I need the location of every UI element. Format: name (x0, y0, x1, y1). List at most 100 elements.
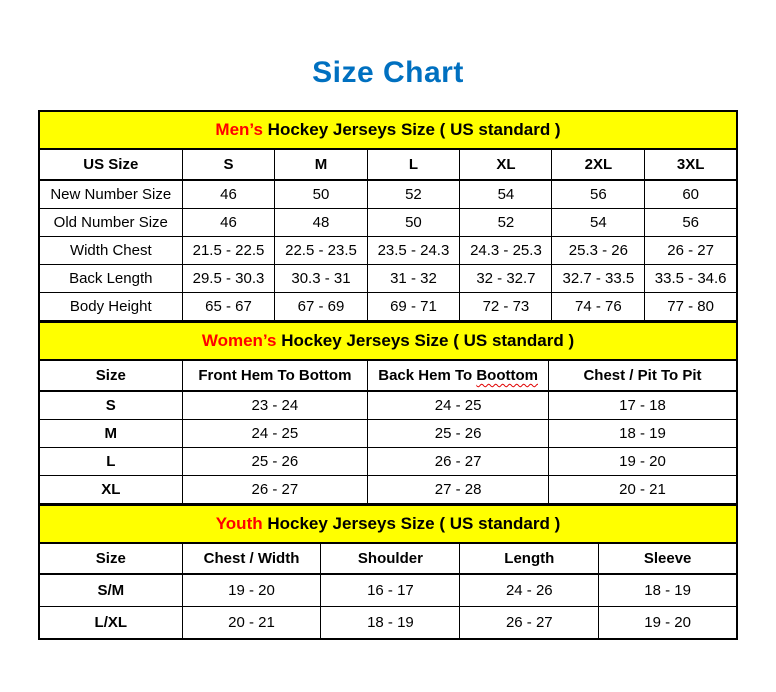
col-header-cell: Size (38, 359, 183, 392)
table-row: S 23 - 24 24 - 25 17 - 18 (38, 390, 738, 420)
youth-section-header-row: Youth Hockey Jerseys Size ( US standard … (38, 504, 738, 544)
col-header-cell: L (366, 148, 461, 181)
data-cell: 56 (551, 179, 646, 209)
section-title-rest: Hockey Jerseys Size ( US standard ) (262, 514, 561, 533)
data-cell: 24 - 25 (367, 390, 550, 420)
section-highlight-word: Women’s (201, 331, 277, 350)
data-cell: 17 - 18 (548, 390, 738, 420)
col-header-cell: Back Hem To Boottom (367, 359, 550, 392)
col-header-cell: Shoulder (320, 542, 461, 575)
data-cell: 18 - 19 (320, 606, 461, 640)
mens-section-header-row: Men’s Hockey Jerseys Size ( US standard … (38, 110, 738, 150)
data-cell: 24.3 - 25.3 (459, 236, 553, 265)
womens-section-header-cell: Women’s Hockey Jerseys Size ( US standar… (38, 321, 738, 361)
data-cell: 24 - 25 (181, 419, 369, 448)
size-chart-page: Size Chart Men’s Hockey Jerseys Size ( U… (38, 56, 738, 640)
data-cell: 48 (274, 208, 368, 237)
col-header-cell: US Size (38, 148, 183, 181)
col-header-cell: Chest / Width (181, 542, 322, 575)
row-label-cell: S (38, 390, 183, 420)
mens-section-header-cell: Men’s Hockey Jerseys Size ( US standard … (38, 110, 738, 150)
data-cell: 54 (459, 179, 553, 209)
col-header-cell: Chest / Pit To Pit (548, 359, 738, 392)
data-cell: 26 - 27 (181, 475, 369, 505)
data-cell: 23 - 24 (181, 390, 369, 420)
table-row: Back Length 29.5 - 30.3 30.3 - 31 31 - 32 32… (38, 264, 738, 293)
row-label-cell: New Number Size (38, 179, 183, 209)
data-cell: 77 - 80 (644, 292, 738, 322)
data-cell: 31 - 32 (366, 264, 461, 293)
data-cell: 30.3 - 31 (274, 264, 368, 293)
data-cell: 18 - 19 (598, 573, 738, 607)
data-cell: 19 - 20 (181, 573, 322, 607)
data-cell: 19 - 20 (548, 447, 738, 476)
row-label-cell: Body Height (38, 292, 183, 322)
row-label-cell: XL (38, 475, 183, 505)
mens-size-table: Men’s Hockey Jerseys Size ( US standard … (38, 110, 738, 322)
data-cell: 32 - 32.7 (459, 264, 553, 293)
table-row: S/M 19 - 20 16 - 17 24 - 26 18 - 19 (38, 573, 738, 607)
section-title-rest: Hockey Jerseys Size ( US standard ) (262, 120, 561, 139)
table-row: Old Number Size 46 48 50 52 54 56 (38, 208, 738, 237)
data-cell: 25 - 26 (367, 419, 550, 448)
col-header-cell: Size (38, 542, 183, 575)
data-cell: 20 - 21 (548, 475, 738, 505)
section-highlight-word: Youth (215, 514, 263, 533)
data-cell: 19 - 20 (598, 606, 738, 640)
data-cell: 26 - 27 (459, 606, 600, 640)
data-cell: 18 - 19 (548, 419, 738, 448)
row-label-cell: Back Length (38, 264, 183, 293)
womens-column-header-row: Size Front Hem To Bottom Back Hem To Boott… (38, 359, 738, 392)
table-row: L 25 - 26 26 - 27 19 - 20 (38, 447, 738, 476)
data-cell: 32.7 - 33.5 (551, 264, 646, 293)
col-header-cell: 2XL (551, 148, 646, 181)
col-header-cell: Length (459, 542, 600, 575)
data-cell: 74 - 76 (551, 292, 646, 322)
data-cell: 20 - 21 (181, 606, 322, 640)
misspelled-word: Boottom (476, 367, 538, 384)
table-row: New Number Size 46 50 52 54 56 60 (38, 179, 738, 209)
row-label-cell: L (38, 447, 183, 476)
data-cell: 69 - 71 (366, 292, 461, 322)
youth-section-header-cell: Youth Hockey Jerseys Size ( US standard … (38, 504, 738, 544)
col-header-cell: Front Hem To Bottom (181, 359, 369, 392)
data-cell: 50 (366, 208, 461, 237)
section-highlight-word: Men’s (215, 120, 263, 139)
data-cell: 23.5 - 24.3 (366, 236, 461, 265)
table-row: L/XL 20 - 21 18 - 19 26 - 27 19 - 20 (38, 606, 738, 640)
data-cell: 65 - 67 (181, 292, 276, 322)
tables-container: Men’s Hockey Jerseys Size ( US standard … (38, 110, 738, 640)
data-cell: 72 - 73 (459, 292, 553, 322)
mens-column-header-row: US Size S M L XL 2XL 3XL (38, 148, 738, 181)
womens-size-table: Women’s Hockey Jerseys Size ( US standar… (38, 321, 738, 505)
col-header-cell: S (181, 148, 276, 181)
row-label-cell: Width Chest (38, 236, 183, 265)
womens-section-header-row: Women’s Hockey Jerseys Size ( US standar… (38, 321, 738, 361)
data-cell: 52 (366, 179, 461, 209)
youth-column-header-row: Size Chest / Width Shoulder Length Sleeve (38, 542, 738, 575)
data-cell: 46 (181, 179, 276, 209)
col-header-cell: 3XL (644, 148, 738, 181)
row-label-cell: Old Number Size (38, 208, 183, 237)
page-title: Size Chart (312, 56, 464, 89)
data-cell: 26 - 27 (367, 447, 550, 476)
data-cell: 27 - 28 (367, 475, 550, 505)
data-cell: 46 (181, 208, 276, 237)
data-cell: 56 (644, 208, 738, 237)
table-row: M 24 - 25 25 - 26 18 - 19 (38, 419, 738, 448)
row-label-cell: S/M (38, 573, 183, 607)
table-row: Body Height 65 - 67 67 - 69 69 - 71 72 - 73 7… (38, 292, 738, 322)
data-cell: 25 - 26 (181, 447, 369, 476)
data-cell: 52 (459, 208, 553, 237)
row-label-cell: M (38, 419, 183, 448)
section-title-rest: Hockey Jerseys Size ( US standard ) (276, 331, 575, 350)
row-label-cell: L/XL (38, 606, 183, 640)
table-row: Width Chest 21.5 - 22.5 22.5 - 23.5 23.5 - … (38, 236, 738, 265)
data-cell: 60 (644, 179, 738, 209)
youth-size-table: Youth Hockey Jerseys Size ( US standard … (38, 504, 738, 640)
data-cell: 22.5 - 23.5 (274, 236, 368, 265)
data-cell: 67 - 69 (274, 292, 368, 322)
col-header-cell: M (274, 148, 368, 181)
data-cell: 24 - 26 (459, 573, 600, 607)
col-header-cell: XL (459, 148, 553, 181)
